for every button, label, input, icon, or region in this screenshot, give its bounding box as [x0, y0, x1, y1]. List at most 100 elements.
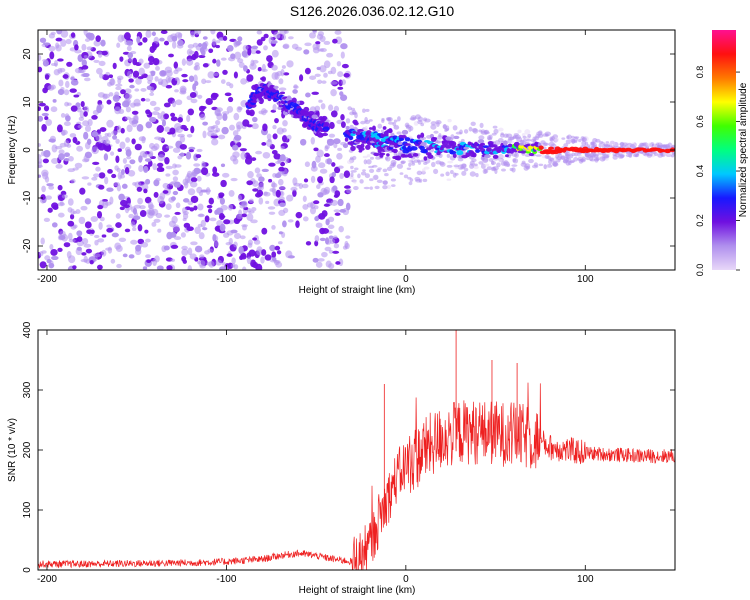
- spectrogram-cell: [177, 116, 183, 123]
- spectrogram-cell: [215, 119, 221, 126]
- spectrogram-cell: [345, 118, 351, 124]
- spectrogram-cell: [286, 60, 294, 68]
- spectrogram-cell: [194, 30, 202, 35]
- spectrogram-cell: [187, 247, 193, 256]
- spectrogram-cell: [315, 261, 323, 268]
- spectrogram-cell: [91, 131, 99, 137]
- spectrogram-cell: [70, 178, 76, 184]
- spectrogram-cell: [38, 115, 44, 122]
- spectrogram-cell: [75, 209, 81, 215]
- spectrogram-cell: [199, 254, 205, 259]
- spectrogram-cell: [118, 193, 125, 201]
- spectrogram-cell: [38, 66, 43, 73]
- spectrogram-cell: [130, 206, 136, 213]
- spectrogram-cell: [364, 125, 368, 132]
- spectrogram-cell: [95, 166, 101, 172]
- spectrogram-cell: [248, 198, 254, 204]
- spectrogram-cell: [83, 111, 88, 117]
- spectrogram-cell: [386, 184, 392, 190]
- spectrogram-cell: [76, 230, 83, 237]
- spectrogram-cell: [412, 117, 417, 120]
- spectrogram-cell: [266, 133, 272, 140]
- spectrogram-cell: [538, 145, 544, 150]
- spectrogram-cell: [44, 255, 51, 261]
- spectrogram-cell: [122, 100, 130, 108]
- spectrogram-cell: [302, 216, 309, 222]
- spectrogram-cell: [186, 114, 191, 123]
- spectrogram-cell: [185, 151, 192, 160]
- spectrogram-x-tick-label: 100: [577, 274, 594, 285]
- spectrogram-cell: [348, 135, 354, 141]
- spectrogram-cell: [319, 237, 326, 242]
- spectrogram-y-tick-label: -10: [22, 190, 33, 205]
- spectrogram-cell: [276, 127, 284, 135]
- spectrogram-cell: [196, 175, 202, 182]
- spectrogram-cell: [156, 166, 164, 173]
- spectrogram-cell: [186, 58, 194, 66]
- spectrogram-cell: [333, 105, 340, 112]
- spectrogram-cell: [202, 36, 208, 40]
- spectrogram-cell: [524, 129, 531, 135]
- spectrogram-cell: [148, 142, 155, 150]
- spectrogram-cell: [423, 166, 430, 170]
- spectrogram-cell: [160, 111, 166, 116]
- spectrogram-cell: [127, 170, 136, 177]
- spectrogram-cell: [315, 41, 321, 45]
- spectrogram-y-ticks: -20 -10 0 10 20: [22, 48, 675, 253]
- spectrogram-cell: [325, 158, 330, 164]
- spectrogram-cell: [173, 236, 182, 241]
- spectrogram-cell: [135, 78, 142, 85]
- spectrogram-cell: [311, 91, 319, 95]
- spectrogram-cell: [309, 32, 316, 39]
- spectrogram-cell: [414, 176, 421, 181]
- spectrogram-cell: [160, 30, 168, 35]
- spectrogram-cell: [122, 157, 128, 164]
- spectrogram-cell: [70, 79, 79, 86]
- spectrogram-cell: [124, 146, 131, 153]
- spectrogram-cell: [382, 126, 387, 130]
- spectrogram-cell: [240, 78, 247, 85]
- spectrogram-cell: [136, 36, 141, 44]
- spectrogram-cell: [38, 161, 42, 169]
- spectrogram-cell: [261, 249, 267, 256]
- spectrogram-cell: [201, 42, 208, 50]
- spectrogram-cell: [110, 151, 115, 156]
- spectrogram-cell: [319, 227, 326, 235]
- spectrogram-cell: [66, 61, 73, 67]
- spectrogram-cell: [42, 158, 49, 164]
- spectrogram-cell: [177, 155, 183, 160]
- spectrogram-cell: [573, 140, 578, 144]
- colorbar-tick-label: 0.2: [695, 214, 705, 227]
- spectrogram-cell: [293, 85, 299, 89]
- spectrogram-cell: [42, 87, 48, 94]
- spectrogram-cell: [138, 136, 146, 142]
- spectrogram-cell: [493, 128, 499, 134]
- spectrogram-cell: [128, 213, 135, 219]
- figure-title: S126.2026.036.02.12.G10: [290, 3, 454, 19]
- spectrogram-cell: [365, 144, 371, 150]
- spectrogram-cell: [121, 183, 128, 189]
- spectrogram-cell: [207, 208, 213, 214]
- spectrogram-cell: [366, 130, 372, 135]
- spectrogram-cell: [324, 145, 329, 152]
- spectrogram-cell: [41, 112, 49, 117]
- spectrogram-cell: [347, 106, 352, 111]
- spectrogram-cell: [152, 42, 157, 51]
- spectrogram-cell: [574, 136, 580, 139]
- spectrogram-cell: [74, 162, 83, 169]
- spectrogram-cell: [82, 72, 90, 78]
- spectrogram-cell: [97, 143, 106, 151]
- spectrogram-cell: [486, 166, 493, 171]
- spectrogram-y-tick-label: 10: [22, 96, 33, 108]
- spectrogram-cell: [38, 54, 42, 62]
- spectrogram-cell: [591, 141, 596, 146]
- spectrogram-cell: [303, 178, 309, 183]
- spectrogram-cell: [328, 235, 334, 240]
- spectrogram-cell: [228, 96, 234, 103]
- spectrogram-cell: [524, 163, 531, 169]
- spectrogram-cell: [51, 255, 59, 261]
- spectrogram-cell: [549, 136, 554, 141]
- spectrogram-cell: [540, 140, 546, 145]
- spectrogram-cell: [252, 98, 258, 103]
- spectrogram-cell: [212, 172, 220, 177]
